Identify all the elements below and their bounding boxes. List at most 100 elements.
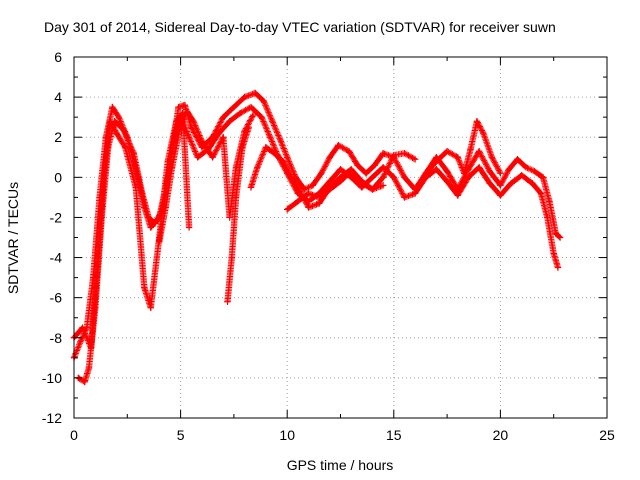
chart-title: Day 301 of 2014, Sidereal Day-to-day VTE… xyxy=(44,19,556,35)
data-point xyxy=(550,250,557,257)
data-point xyxy=(390,174,397,181)
data-point xyxy=(190,117,197,125)
data-point xyxy=(79,324,86,331)
data-point xyxy=(460,170,468,177)
data-point xyxy=(309,182,316,189)
data-point xyxy=(294,198,302,205)
data-point xyxy=(115,113,122,121)
data-point xyxy=(164,158,172,165)
data-point xyxy=(284,206,291,213)
data-point xyxy=(260,97,267,105)
data-point xyxy=(390,152,397,159)
data-point xyxy=(411,156,419,163)
series-track-8 xyxy=(422,117,504,177)
axes: 0 5 10 15 20 25 -12 -10 -8 -6 -4 -2 0 2 4 6 xyxy=(42,49,615,443)
data-point xyxy=(337,178,344,185)
data-point xyxy=(228,254,235,261)
data-point xyxy=(552,230,560,237)
data-point xyxy=(252,89,259,97)
data-point xyxy=(232,194,240,201)
data-point xyxy=(411,190,419,197)
data-point xyxy=(147,304,154,311)
data-point xyxy=(335,142,342,149)
data-point xyxy=(132,184,140,191)
data-point xyxy=(254,164,261,171)
y-tick-label: 2 xyxy=(54,129,62,145)
data-point xyxy=(85,364,93,372)
data-point xyxy=(433,166,440,173)
data-point xyxy=(279,158,287,165)
data-point xyxy=(318,170,325,177)
data-point xyxy=(266,134,274,141)
data-point xyxy=(443,178,451,185)
data-point xyxy=(529,180,536,187)
data-point xyxy=(326,186,334,193)
grid xyxy=(74,57,607,418)
data-point xyxy=(486,168,493,175)
series-track-7 xyxy=(284,168,387,213)
series-track-5 xyxy=(224,123,253,305)
data-point xyxy=(422,170,429,177)
data-point xyxy=(315,200,323,207)
data-point xyxy=(362,170,370,177)
y-tick-label: -8 xyxy=(50,330,63,346)
data-point xyxy=(401,150,408,157)
x-tick-label: 15 xyxy=(386,427,402,443)
data-point xyxy=(156,238,163,245)
data-point xyxy=(473,117,481,125)
data-point xyxy=(237,109,244,117)
data-point xyxy=(262,144,270,151)
x-tick-label: 25 xyxy=(599,427,615,443)
data-point xyxy=(119,126,127,133)
data-point xyxy=(505,166,513,173)
data-point xyxy=(371,162,378,169)
data-point xyxy=(151,220,159,227)
data-point xyxy=(226,214,233,221)
data-point xyxy=(465,174,472,181)
x-tick-label: 5 xyxy=(177,427,185,443)
data-point xyxy=(337,166,344,173)
y-tick-label: -6 xyxy=(50,290,63,306)
y-axis-title: SDTVAR / TECUs xyxy=(5,182,21,294)
data-point xyxy=(433,158,440,165)
data-point xyxy=(139,190,146,197)
data-point xyxy=(194,154,201,161)
data-point xyxy=(556,234,564,241)
data-point xyxy=(168,164,176,171)
data-point xyxy=(475,164,483,171)
data-point xyxy=(130,150,137,157)
data-point xyxy=(497,170,504,177)
data-point xyxy=(354,162,361,169)
data-point xyxy=(522,164,530,171)
x-tick-label: 0 xyxy=(70,427,78,443)
data-point xyxy=(100,174,108,181)
data-point xyxy=(94,264,101,271)
data-point xyxy=(507,180,515,187)
series-track-3 xyxy=(70,109,193,352)
data-point xyxy=(220,113,227,121)
y-tick-label: -12 xyxy=(42,410,62,426)
data-point xyxy=(220,134,227,141)
data-point xyxy=(87,344,95,352)
y-tick-label: 0 xyxy=(54,169,62,185)
data-point xyxy=(379,182,387,189)
data-point xyxy=(239,144,246,151)
data-point xyxy=(467,146,474,153)
data-point xyxy=(301,186,308,193)
data-point xyxy=(141,284,148,291)
data-point xyxy=(230,103,238,111)
series-track-4 xyxy=(156,107,257,245)
data-point xyxy=(215,130,223,137)
data-point xyxy=(209,154,216,161)
data-point xyxy=(539,174,547,181)
data-point xyxy=(113,130,120,137)
data-point xyxy=(379,174,387,181)
data-point xyxy=(147,224,154,231)
y-tick-label: 4 xyxy=(54,89,62,105)
x-axis-title: GPS time / hours xyxy=(287,457,394,473)
data-point xyxy=(224,298,231,305)
data-point xyxy=(497,192,504,199)
data-point xyxy=(175,103,182,111)
